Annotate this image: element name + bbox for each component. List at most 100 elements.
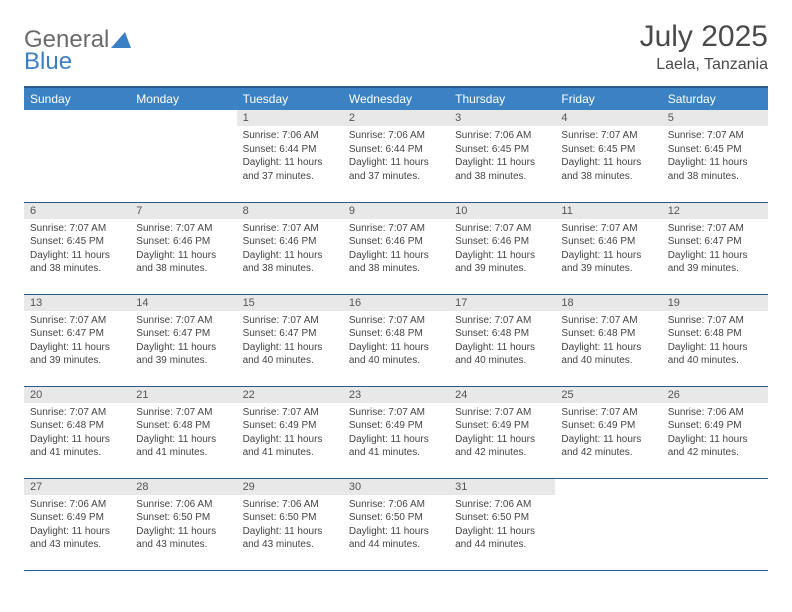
calendar-day-cell — [662, 478, 768, 570]
day-number: 12 — [662, 203, 768, 219]
location-label: Laela, Tanzania — [640, 56, 768, 74]
day-header-row: Sunday Monday Tuesday Wednesday Thursday… — [24, 87, 768, 110]
day-details: Sunrise: 7:07 AMSunset: 6:45 PMDaylight:… — [662, 126, 768, 187]
calendar-day-cell: 14Sunrise: 7:07 AMSunset: 6:47 PMDayligh… — [130, 294, 236, 386]
day-details: Sunrise: 7:06 AMSunset: 6:50 PMDaylight:… — [449, 495, 555, 556]
calendar-day-cell: 21Sunrise: 7:07 AMSunset: 6:48 PMDayligh… — [130, 386, 236, 478]
calendar-day-cell: 16Sunrise: 7:07 AMSunset: 6:48 PMDayligh… — [343, 294, 449, 386]
day-number: 5 — [662, 110, 768, 126]
day-details: Sunrise: 7:07 AMSunset: 6:47 PMDaylight:… — [237, 311, 343, 372]
calendar-body: 1Sunrise: 7:06 AMSunset: 6:44 PMDaylight… — [24, 110, 768, 570]
day-details: Sunrise: 7:06 AMSunset: 6:50 PMDaylight:… — [237, 495, 343, 556]
day-details: Sunrise: 7:06 AMSunset: 6:50 PMDaylight:… — [130, 495, 236, 556]
day-details: Sunrise: 7:07 AMSunset: 6:48 PMDaylight:… — [343, 311, 449, 372]
day-number: 13 — [24, 295, 130, 311]
month-title: July 2025 — [640, 20, 768, 54]
calendar-day-cell — [555, 478, 661, 570]
calendar-week-row: 6Sunrise: 7:07 AMSunset: 6:45 PMDaylight… — [24, 202, 768, 294]
calendar-day-cell: 4Sunrise: 7:07 AMSunset: 6:45 PMDaylight… — [555, 110, 661, 202]
calendar-day-cell: 12Sunrise: 7:07 AMSunset: 6:47 PMDayligh… — [662, 202, 768, 294]
day-details: Sunrise: 7:07 AMSunset: 6:47 PMDaylight:… — [130, 311, 236, 372]
calendar-week-row: 20Sunrise: 7:07 AMSunset: 6:48 PMDayligh… — [24, 386, 768, 478]
logo-text-2: Blue — [24, 48, 72, 75]
day-number: 14 — [130, 295, 236, 311]
day-details: Sunrise: 7:07 AMSunset: 6:48 PMDaylight:… — [555, 311, 661, 372]
day-details: Sunrise: 7:07 AMSunset: 6:47 PMDaylight:… — [662, 219, 768, 280]
day-number: 6 — [24, 203, 130, 219]
day-details: Sunrise: 7:06 AMSunset: 6:49 PMDaylight:… — [662, 403, 768, 464]
day-details: Sunrise: 7:07 AMSunset: 6:46 PMDaylight:… — [130, 219, 236, 280]
day-details: Sunrise: 7:06 AMSunset: 6:44 PMDaylight:… — [237, 126, 343, 187]
day-number: 31 — [449, 479, 555, 495]
day-number: 25 — [555, 387, 661, 403]
day-number: 9 — [343, 203, 449, 219]
logo-triangle-icon — [111, 32, 131, 48]
calendar-day-cell: 11Sunrise: 7:07 AMSunset: 6:46 PMDayligh… — [555, 202, 661, 294]
calendar-day-cell: 20Sunrise: 7:07 AMSunset: 6:48 PMDayligh… — [24, 386, 130, 478]
title-block: July 2025 Laela, Tanzania — [640, 20, 768, 74]
calendar-day-cell: 1Sunrise: 7:06 AMSunset: 6:44 PMDaylight… — [237, 110, 343, 202]
calendar-day-cell: 7Sunrise: 7:07 AMSunset: 6:46 PMDaylight… — [130, 202, 236, 294]
calendar-week-row: 27Sunrise: 7:06 AMSunset: 6:49 PMDayligh… — [24, 478, 768, 570]
day-details: Sunrise: 7:07 AMSunset: 6:49 PMDaylight:… — [343, 403, 449, 464]
day-details: Sunrise: 7:07 AMSunset: 6:45 PMDaylight:… — [555, 126, 661, 187]
day-details: Sunrise: 7:07 AMSunset: 6:48 PMDaylight:… — [449, 311, 555, 372]
calendar-day-cell: 23Sunrise: 7:07 AMSunset: 6:49 PMDayligh… — [343, 386, 449, 478]
calendar-day-cell: 27Sunrise: 7:06 AMSunset: 6:49 PMDayligh… — [24, 478, 130, 570]
calendar-day-cell — [24, 110, 130, 202]
calendar-day-cell: 9Sunrise: 7:07 AMSunset: 6:46 PMDaylight… — [343, 202, 449, 294]
day-header: Friday — [555, 87, 661, 110]
day-details: Sunrise: 7:07 AMSunset: 6:47 PMDaylight:… — [24, 311, 130, 372]
calendar-head: Sunday Monday Tuesday Wednesday Thursday… — [24, 87, 768, 110]
day-number: 24 — [449, 387, 555, 403]
day-number: 21 — [130, 387, 236, 403]
day-details: Sunrise: 7:07 AMSunset: 6:49 PMDaylight:… — [555, 403, 661, 464]
day-details: Sunrise: 7:07 AMSunset: 6:48 PMDaylight:… — [662, 311, 768, 372]
calendar-day-cell: 15Sunrise: 7:07 AMSunset: 6:47 PMDayligh… — [237, 294, 343, 386]
day-details: Sunrise: 7:06 AMSunset: 6:50 PMDaylight:… — [343, 495, 449, 556]
calendar-day-cell: 2Sunrise: 7:06 AMSunset: 6:44 PMDaylight… — [343, 110, 449, 202]
day-number: 1 — [237, 110, 343, 126]
calendar-day-cell: 17Sunrise: 7:07 AMSunset: 6:48 PMDayligh… — [449, 294, 555, 386]
day-number: 15 — [237, 295, 343, 311]
calendar-day-cell: 6Sunrise: 7:07 AMSunset: 6:45 PMDaylight… — [24, 202, 130, 294]
calendar-day-cell: 18Sunrise: 7:07 AMSunset: 6:48 PMDayligh… — [555, 294, 661, 386]
day-number: 11 — [555, 203, 661, 219]
day-header: Tuesday — [237, 87, 343, 110]
calendar-day-cell — [130, 110, 236, 202]
header: General July 2025 Laela, Tanzania — [24, 20, 768, 74]
day-number: 20 — [24, 387, 130, 403]
day-details: Sunrise: 7:07 AMSunset: 6:46 PMDaylight:… — [237, 219, 343, 280]
day-number: 2 — [343, 110, 449, 126]
day-number: 30 — [343, 479, 449, 495]
day-header: Saturday — [662, 87, 768, 110]
day-number: 10 — [449, 203, 555, 219]
day-details: Sunrise: 7:07 AMSunset: 6:45 PMDaylight:… — [24, 219, 130, 280]
calendar-day-cell: 8Sunrise: 7:07 AMSunset: 6:46 PMDaylight… — [237, 202, 343, 294]
day-details: Sunrise: 7:07 AMSunset: 6:46 PMDaylight:… — [343, 219, 449, 280]
calendar-day-cell: 29Sunrise: 7:06 AMSunset: 6:50 PMDayligh… — [237, 478, 343, 570]
day-header: Thursday — [449, 87, 555, 110]
day-number: 16 — [343, 295, 449, 311]
calendar-day-cell: 3Sunrise: 7:06 AMSunset: 6:45 PMDaylight… — [449, 110, 555, 202]
calendar-day-cell: 26Sunrise: 7:06 AMSunset: 6:49 PMDayligh… — [662, 386, 768, 478]
day-details: Sunrise: 7:07 AMSunset: 6:48 PMDaylight:… — [24, 403, 130, 464]
day-number: 7 — [130, 203, 236, 219]
day-number: 29 — [237, 479, 343, 495]
calendar-day-cell: 5Sunrise: 7:07 AMSunset: 6:45 PMDaylight… — [662, 110, 768, 202]
day-details: Sunrise: 7:07 AMSunset: 6:46 PMDaylight:… — [449, 219, 555, 280]
day-number: 23 — [343, 387, 449, 403]
day-details: Sunrise: 7:06 AMSunset: 6:44 PMDaylight:… — [343, 126, 449, 187]
day-number: 18 — [555, 295, 661, 311]
calendar-table: Sunday Monday Tuesday Wednesday Thursday… — [24, 86, 768, 571]
calendar-week-row: 1Sunrise: 7:06 AMSunset: 6:44 PMDaylight… — [24, 110, 768, 202]
calendar-day-cell: 19Sunrise: 7:07 AMSunset: 6:48 PMDayligh… — [662, 294, 768, 386]
day-number: 22 — [237, 387, 343, 403]
logo-line2: Blue — [24, 48, 72, 76]
day-number: 8 — [237, 203, 343, 219]
calendar-day-cell: 28Sunrise: 7:06 AMSunset: 6:50 PMDayligh… — [130, 478, 236, 570]
day-number: 3 — [449, 110, 555, 126]
day-header: Sunday — [24, 87, 130, 110]
calendar-day-cell: 25Sunrise: 7:07 AMSunset: 6:49 PMDayligh… — [555, 386, 661, 478]
day-details: Sunrise: 7:07 AMSunset: 6:49 PMDaylight:… — [237, 403, 343, 464]
